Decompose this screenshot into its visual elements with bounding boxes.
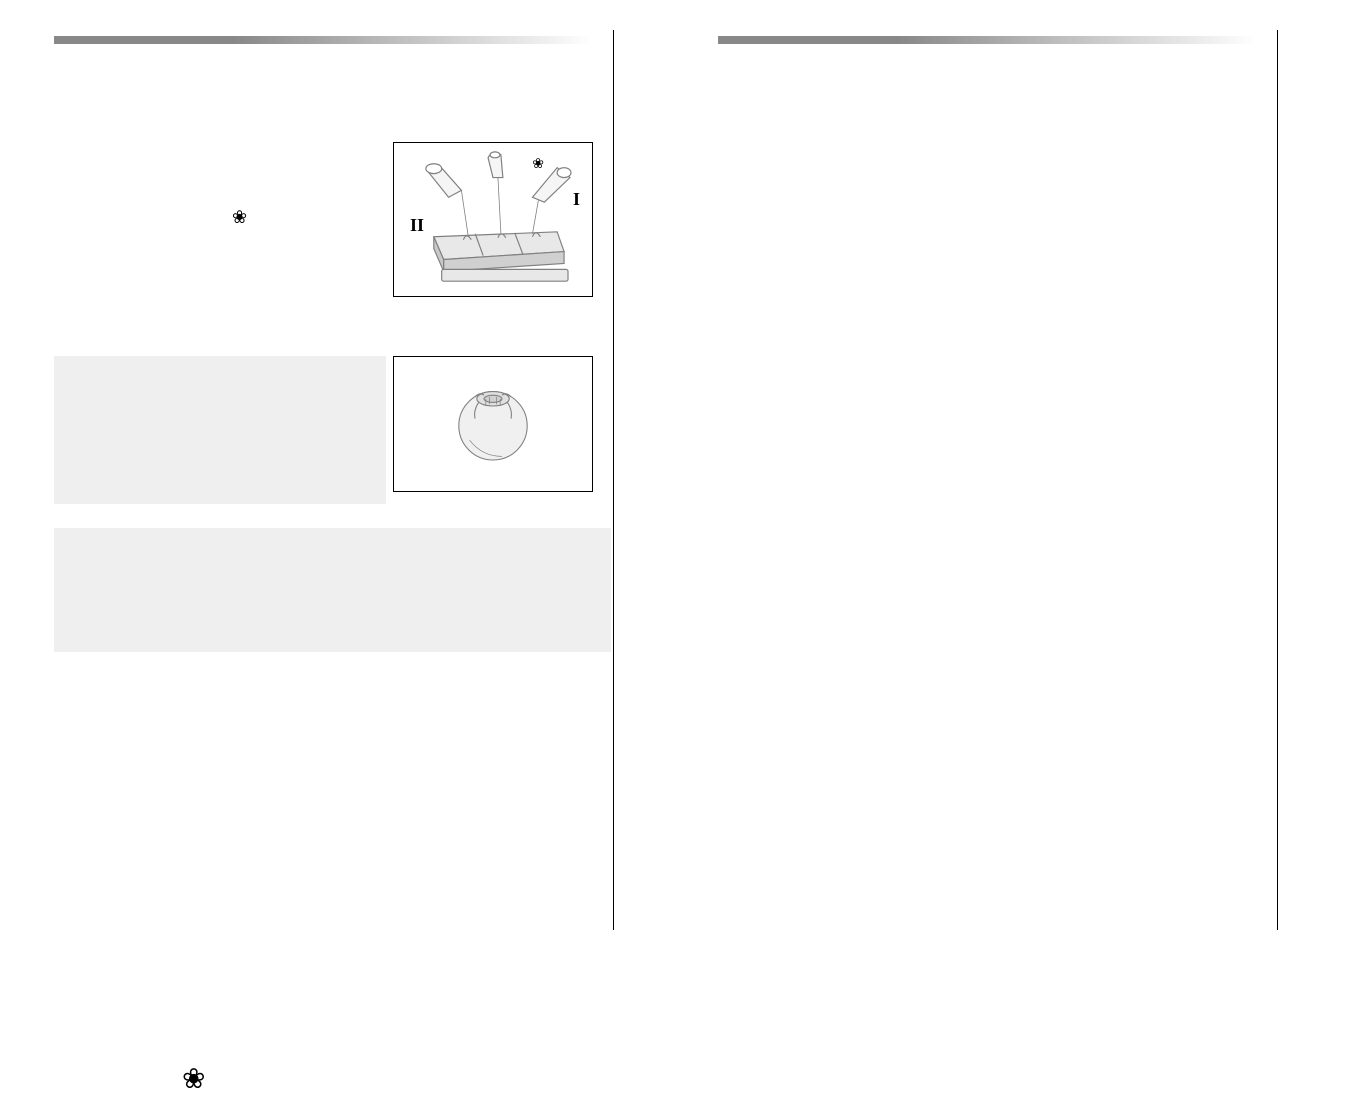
compartment-label-i: I (573, 189, 580, 210)
header-bar-dark-segment (718, 36, 898, 44)
manual-page-right (718, 30, 1278, 930)
header-bar-dark-segment (54, 36, 234, 44)
note-box-1 (54, 356, 386, 504)
compartment-label-ii: II (410, 215, 424, 236)
header-bar-gradient-segment (898, 36, 1257, 44)
manual-page-left: ❀ ❀ I II (54, 30, 614, 930)
figure-dosing-ball (393, 356, 593, 492)
header-bar-gradient-segment (234, 36, 593, 44)
header-bar (54, 36, 593, 46)
flower-icon: ❀ (532, 155, 544, 172)
figure-detergent-drawer: ❀ I II (393, 142, 593, 297)
header-bar (718, 36, 1257, 46)
note-box-2: ❀ (54, 528, 611, 652)
dosing-ball-illustration (448, 379, 538, 469)
flower-icon: ❀ (232, 208, 247, 226)
flower-icon: ❀ (182, 1065, 205, 1093)
